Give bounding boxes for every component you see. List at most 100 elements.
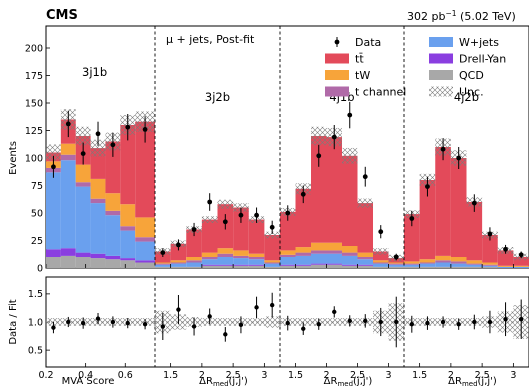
bar-dy xyxy=(326,263,342,265)
bar-wjets xyxy=(186,262,202,267)
bar-qcd xyxy=(326,264,342,268)
bar-tW xyxy=(186,257,202,261)
bar-wjets xyxy=(170,263,187,267)
bar-wjets xyxy=(46,172,61,250)
lumi-value: 302 pb xyxy=(407,10,445,23)
legend-item-data: Data xyxy=(334,36,381,49)
bar-tW xyxy=(75,164,91,183)
data-point xyxy=(503,246,508,252)
bar-ttbar xyxy=(311,136,327,243)
bar-qcd xyxy=(295,265,311,268)
bar-tW xyxy=(60,143,76,155)
bar-dy xyxy=(248,264,265,266)
bar-tW xyxy=(513,265,529,267)
bar-tchannel xyxy=(373,262,389,264)
bar-ttbar xyxy=(357,203,373,253)
ratio-point xyxy=(518,316,524,322)
bar-ttbar xyxy=(280,211,296,251)
bar-tW xyxy=(326,242,342,251)
bar-ttbar xyxy=(186,229,202,257)
bar-dy xyxy=(342,264,358,266)
bar-tW xyxy=(120,204,136,227)
bar-qcd xyxy=(482,266,498,268)
bar-dy xyxy=(295,264,311,266)
bar-ttbar xyxy=(450,158,467,257)
bar-tW xyxy=(497,265,514,267)
bar-dy xyxy=(311,263,327,265)
bar-tW xyxy=(135,217,155,238)
bar-ttbar xyxy=(342,155,358,246)
bar-wjets xyxy=(497,266,514,268)
bar-tchannel xyxy=(342,252,358,256)
bar-wjets xyxy=(135,241,155,261)
bar-wjets xyxy=(482,265,498,267)
data-point xyxy=(80,151,86,157)
bar-qcd xyxy=(105,259,121,268)
ratio-point xyxy=(316,322,321,327)
bar-qcd xyxy=(135,262,155,268)
data-point xyxy=(316,153,322,159)
x-axis-label: ΔRmed(j,j') xyxy=(199,376,248,388)
bar-qcd xyxy=(46,257,61,268)
ratio-point xyxy=(472,319,477,325)
bar-tW xyxy=(342,246,358,253)
region-label: 3j2b xyxy=(205,90,230,104)
data-point xyxy=(487,231,493,237)
y-axis-label: Events xyxy=(8,141,19,175)
ratio-region-4j1b: 1.5 2 2.5 3 ΔRmed(j,j') xyxy=(280,296,404,388)
bar-wjets xyxy=(120,230,136,259)
data-point xyxy=(331,134,337,140)
bar-wjets xyxy=(342,255,358,265)
y-tick-label: 75 xyxy=(31,181,43,192)
data-point xyxy=(518,252,524,258)
ratio-point xyxy=(394,319,399,325)
x-axis-label-main: ΔR xyxy=(324,376,338,387)
x-tick-label: 1.5 xyxy=(163,370,178,381)
data-point xyxy=(456,155,462,161)
bar-wjets xyxy=(419,263,436,267)
bar-dy xyxy=(357,264,373,266)
data-point xyxy=(51,164,56,170)
y-tick-label: 100 xyxy=(25,153,43,164)
legend-label: tt̄ xyxy=(355,52,364,65)
bar-qcd xyxy=(248,265,265,268)
x-tick-label: 2.5 xyxy=(475,370,490,381)
bar-qcd xyxy=(170,266,187,268)
bar-wjets xyxy=(388,264,404,267)
ratio-point xyxy=(363,318,368,324)
bar-tW xyxy=(264,260,280,263)
bar-ttbar xyxy=(264,235,280,261)
x-tick-label: 2.5 xyxy=(226,370,241,381)
x-tick-label: 2 xyxy=(448,370,454,381)
bar-ttbar xyxy=(170,243,187,261)
x-axis-label-sub: med xyxy=(462,380,478,388)
x-axis-label: ΔRmed(j,j') xyxy=(324,376,373,388)
bar-tchannel xyxy=(170,262,187,264)
ratio-point xyxy=(125,320,130,326)
legend-label: tW xyxy=(355,69,370,82)
region-label: 4j2b xyxy=(454,90,479,104)
ratio-point xyxy=(254,305,259,310)
bar-wjets xyxy=(466,264,483,267)
bar-dy xyxy=(90,253,106,259)
bar-tW xyxy=(90,178,106,199)
ratio-point xyxy=(191,324,197,329)
ratio-point xyxy=(301,326,306,331)
ratio-point xyxy=(51,325,56,330)
y-tick-label: 175 xyxy=(25,71,43,82)
bar-tW xyxy=(373,260,389,263)
unc-band xyxy=(311,126,327,146)
data-point xyxy=(95,131,101,137)
bar-qcd xyxy=(357,265,373,268)
bar-dy xyxy=(217,264,234,266)
bar-ttbar xyxy=(105,141,121,194)
y-tick-label: 0 xyxy=(37,263,43,274)
data-point xyxy=(347,112,353,118)
bar-qcd xyxy=(373,266,389,268)
ratio-unc-band xyxy=(295,318,311,326)
bar-tW xyxy=(233,250,249,256)
bar-tW xyxy=(388,262,404,264)
bar-tchannel xyxy=(186,260,202,263)
ratio-unc-band xyxy=(217,318,234,326)
bar-wjets xyxy=(201,259,218,265)
